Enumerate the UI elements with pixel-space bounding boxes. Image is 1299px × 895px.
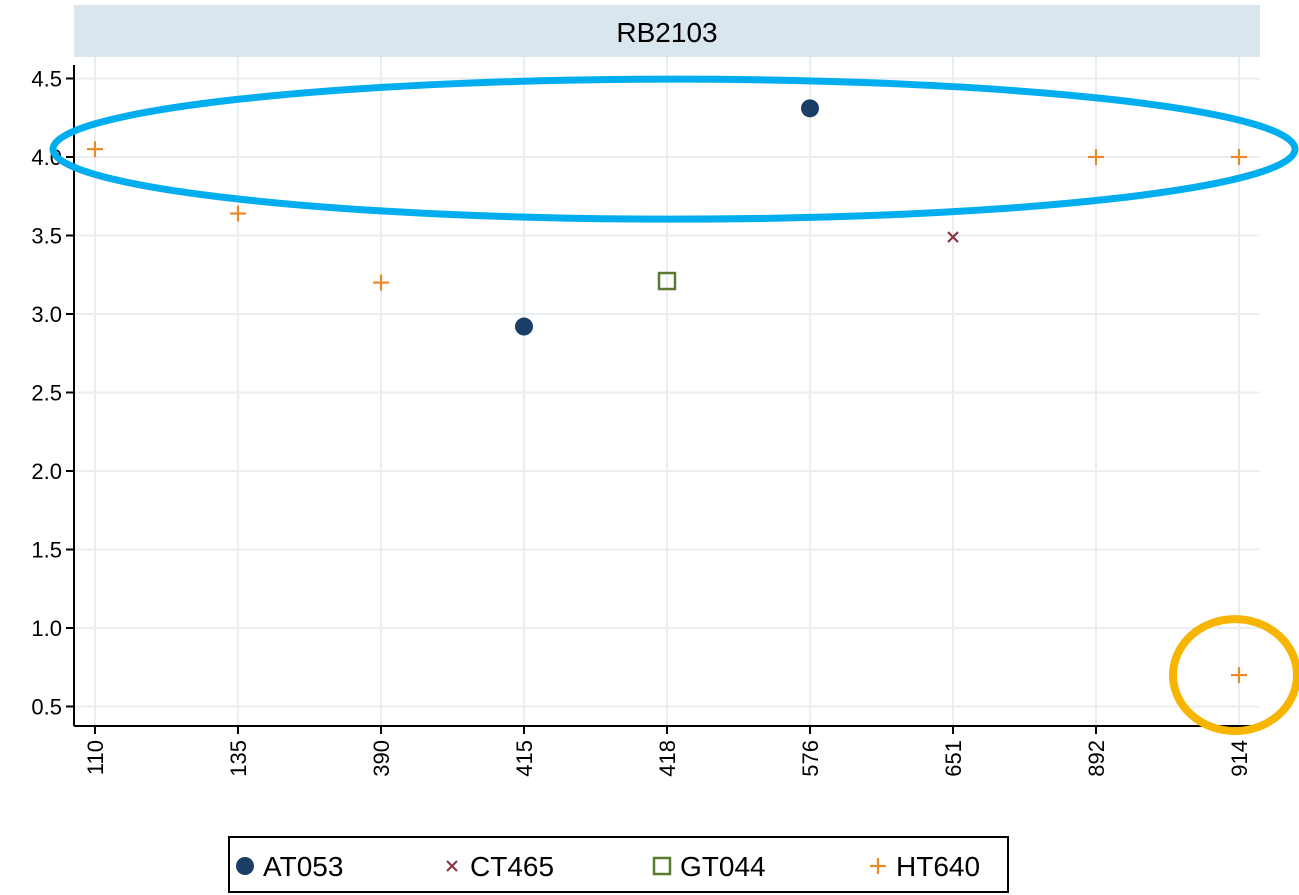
x-tick-label: 914 [1227, 740, 1252, 777]
x-tick-label: 576 [798, 740, 823, 777]
point-ht640 [1231, 149, 1247, 165]
point-at053 [515, 317, 533, 336]
y-tick-label: 3.5 [31, 224, 62, 249]
x-tick-label: 415 [512, 740, 537, 777]
y-tick-label: 2.5 [31, 381, 62, 406]
x-tick-label: 418 [655, 740, 680, 777]
x-axis-ticks: 110 135 390 415 418 576 651 892 914 [83, 726, 1252, 777]
point-at053 [801, 99, 819, 118]
x-gridlines [94, 57, 1240, 726]
panel-title: RB2103 [616, 17, 717, 48]
panel-title-bar [74, 5, 1260, 57]
y-tick-label: 1.5 [31, 538, 62, 563]
y-tick-label: 0.5 [31, 695, 62, 720]
annotations [49, 75, 1299, 736]
data-points [87, 99, 1247, 684]
y-tick-label: 2.0 [31, 459, 62, 484]
y-tick-label: 1.0 [31, 616, 62, 641]
legend-marker-gt044 [652, 856, 672, 876]
y-tick-label: 4.5 [31, 67, 62, 92]
legend-label-at053: AT053 [263, 851, 343, 882]
annotation-circle [1169, 615, 1299, 736]
point-ht640 [87, 141, 103, 158]
legend-marker-at053 [236, 857, 254, 875]
point-ht640 [1088, 149, 1104, 165]
legend-label-ht640: HT640 [896, 851, 980, 882]
x-tick-label: 135 [226, 740, 251, 777]
legend-label-ct465: CT465 [470, 851, 554, 882]
point-gt044 [657, 271, 677, 291]
point-ht640 [1231, 667, 1247, 684]
x-tick-label: 651 [941, 740, 966, 777]
legend-label-gt044: GT044 [680, 851, 766, 882]
point-ht640 [373, 274, 389, 291]
x-tick-label: 110 [83, 740, 108, 775]
y-tick-label: 3.0 [31, 302, 62, 327]
point-ht640 [230, 205, 246, 222]
y-axis-ticks: 0.51.01.52.02.53.03.54.04.5 [31, 67, 74, 720]
legend-box [228, 836, 1009, 893]
x-tick-label: 390 [369, 740, 394, 777]
legend: AT053 CT465 GT044 HT640 [228, 836, 1009, 893]
legend-marker-ht640 [870, 858, 886, 874]
x-tick-label: 892 [1084, 740, 1109, 777]
annotation-ellipse [49, 75, 1299, 223]
legend-marker-ct465 [446, 860, 458, 872]
point-ct465 [947, 231, 959, 243]
